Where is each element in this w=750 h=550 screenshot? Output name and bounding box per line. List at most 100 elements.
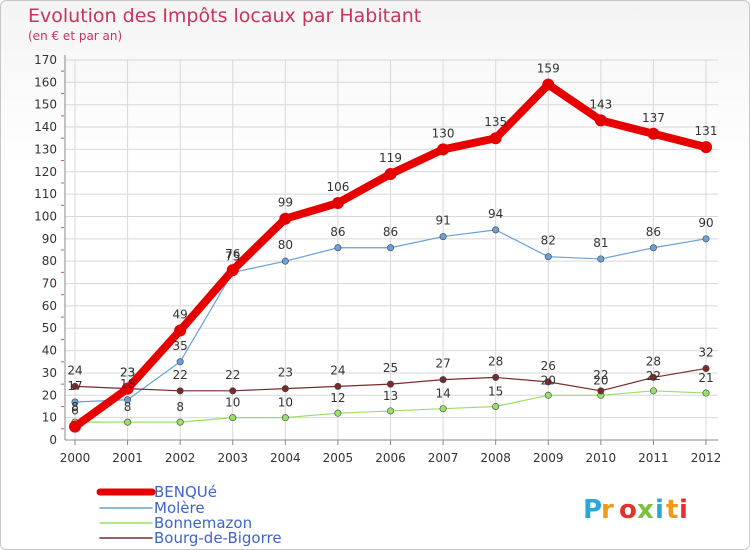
data-point bbox=[489, 132, 502, 145]
y-tick-label: 150 bbox=[34, 98, 57, 112]
data-label: 22 bbox=[173, 368, 188, 382]
data-label: 137 bbox=[642, 111, 665, 125]
logo-letter: x bbox=[637, 495, 654, 525]
legend-label: Molère bbox=[154, 499, 205, 517]
x-tick-label: 2012 bbox=[691, 451, 722, 465]
data-point bbox=[597, 387, 605, 395]
data-label: 25 bbox=[383, 361, 398, 375]
data-point bbox=[331, 197, 344, 210]
legend-label: Bonnemazon bbox=[154, 514, 252, 532]
data-point bbox=[544, 391, 552, 399]
logo-letter: t bbox=[666, 495, 678, 525]
data-point bbox=[649, 244, 657, 252]
data-label: 23 bbox=[120, 366, 135, 380]
x-tick-label: 2007 bbox=[428, 451, 459, 465]
y-tick-label: 90 bbox=[42, 232, 57, 246]
data-point bbox=[594, 114, 607, 127]
data-label: 86 bbox=[383, 225, 398, 239]
data-label: 130 bbox=[432, 126, 455, 140]
data-point bbox=[384, 168, 397, 180]
proxiti-logo: Pr o x i t i bbox=[583, 495, 688, 525]
data-label: 22 bbox=[593, 368, 608, 382]
y-tick-label: 100 bbox=[34, 209, 57, 223]
x-tick-label: 2000 bbox=[60, 451, 91, 465]
data-label: 119 bbox=[379, 151, 402, 165]
data-point bbox=[124, 418, 132, 426]
data-point bbox=[176, 387, 184, 395]
data-label: 26 bbox=[541, 359, 556, 373]
data-labels: 6 23 49 76 99 106 119 130 135 159 143 137 131 17 18 35 7… bbox=[67, 62, 717, 418]
data-point bbox=[439, 376, 447, 384]
chart-subtitle: (en € et par an) bbox=[28, 29, 123, 43]
data-label: 22 bbox=[646, 369, 661, 383]
data-label: 15 bbox=[488, 384, 503, 398]
x-tick-label: 2003 bbox=[217, 451, 248, 465]
logo-letter: o bbox=[619, 495, 637, 525]
data-point bbox=[544, 378, 552, 386]
logo-letter: P bbox=[583, 495, 602, 525]
data-point bbox=[281, 257, 289, 265]
data-label: 75 bbox=[225, 249, 240, 263]
data-point bbox=[492, 402, 500, 410]
x-tick-label: 2011 bbox=[638, 451, 669, 465]
data-point bbox=[439, 405, 447, 413]
data-point bbox=[702, 389, 710, 397]
data-label: 27 bbox=[435, 357, 450, 371]
tick-labels: 0 10 20 30 40 50 60 70 80 90 100 110 120 130 140 150 160… bbox=[34, 53, 721, 465]
data-point bbox=[649, 373, 657, 381]
data-label: 49 bbox=[173, 307, 188, 321]
data-point bbox=[334, 409, 342, 417]
data-point bbox=[281, 414, 289, 422]
data-label: 17 bbox=[67, 379, 82, 393]
y-tick-label: 80 bbox=[42, 254, 57, 268]
data-label: 6 bbox=[71, 404, 79, 418]
y-tick-label: 110 bbox=[34, 187, 57, 201]
data-label: 135 bbox=[484, 115, 507, 129]
data-point bbox=[226, 264, 239, 277]
y-tick-label: 160 bbox=[34, 75, 57, 89]
data-label: 86 bbox=[330, 225, 345, 239]
data-point bbox=[174, 324, 187, 337]
data-label: 23 bbox=[278, 366, 293, 380]
data-point bbox=[544, 253, 552, 261]
data-point bbox=[649, 387, 657, 395]
data-label: 24 bbox=[330, 363, 345, 377]
data-label: 143 bbox=[589, 97, 612, 111]
data-point bbox=[542, 78, 555, 91]
data-label: 21 bbox=[698, 371, 713, 385]
data-label: 159 bbox=[537, 62, 560, 76]
data-label: 28 bbox=[488, 354, 503, 368]
data-point bbox=[71, 398, 79, 406]
legend-label: Bourg-de-Bigorre bbox=[154, 529, 282, 547]
x-tick-label: 2008 bbox=[480, 451, 511, 465]
x-tick-label: 2009 bbox=[533, 451, 564, 465]
y-tick-label: 40 bbox=[42, 344, 57, 358]
data-label: 91 bbox=[435, 214, 450, 228]
y-tick-label: 20 bbox=[42, 388, 57, 402]
axes bbox=[61, 55, 718, 445]
data-label: 13 bbox=[383, 389, 398, 403]
series-lines bbox=[69, 78, 712, 433]
data-point bbox=[71, 382, 79, 390]
chart-title: Evolution des Impôts locaux par Habitant bbox=[28, 5, 422, 27]
data-label: 81 bbox=[593, 236, 608, 250]
y-tick-label: 50 bbox=[42, 321, 57, 335]
data-point bbox=[69, 420, 81, 433]
data-label: 28 bbox=[646, 354, 661, 368]
data-point bbox=[386, 244, 394, 252]
data-point bbox=[597, 255, 605, 263]
data-label: 12 bbox=[330, 391, 345, 405]
x-tick-label: 2005 bbox=[323, 451, 354, 465]
data-label: 131 bbox=[695, 124, 718, 138]
data-label: 99 bbox=[278, 196, 293, 210]
data-label: 76 bbox=[225, 247, 240, 261]
data-point bbox=[334, 382, 342, 390]
data-label: 22 bbox=[225, 368, 240, 382]
data-point bbox=[229, 387, 237, 395]
data-point bbox=[492, 226, 500, 234]
data-label: 8 bbox=[124, 400, 132, 414]
x-tick-label: 2002 bbox=[165, 451, 196, 465]
data-point bbox=[702, 364, 710, 372]
